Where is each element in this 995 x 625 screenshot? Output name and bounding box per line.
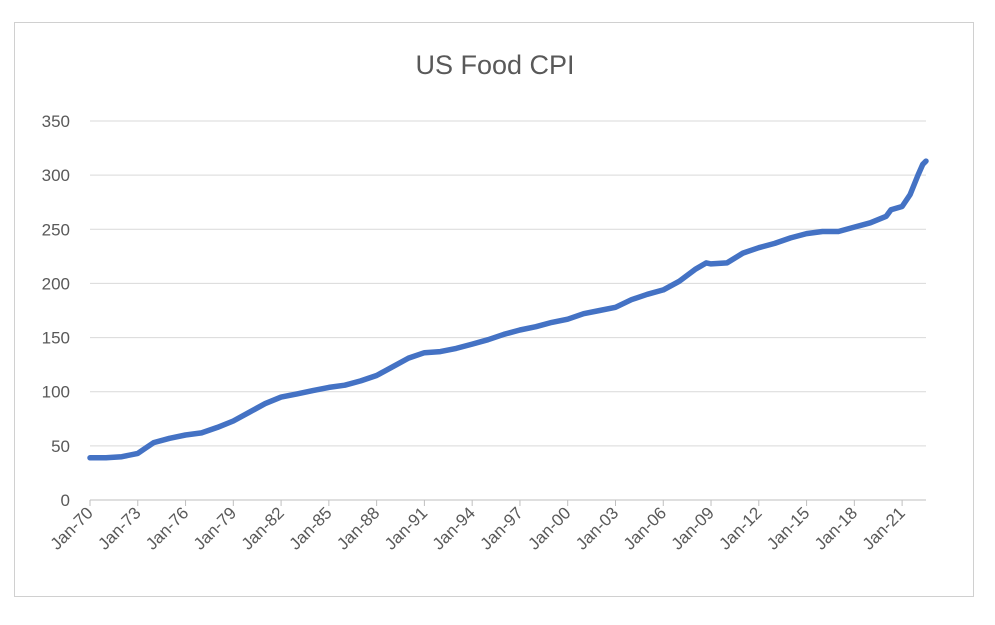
- y-tick-label: 200: [42, 274, 70, 293]
- series-layer: [87, 158, 929, 461]
- x-tick-label: Jan-12: [715, 503, 765, 553]
- x-tick-label: Jan-97: [477, 503, 527, 553]
- y-tick-label: 300: [42, 166, 70, 185]
- x-tick-label: Jan-91: [381, 503, 431, 553]
- x-tick-label: Jan-00: [524, 503, 574, 553]
- x-tick-label: Jan-15: [763, 503, 813, 553]
- x-tick-label: Jan-06: [620, 503, 670, 553]
- x-tick-label: Jan-85: [285, 503, 335, 553]
- x-tick-label: Jan-21: [859, 503, 909, 553]
- y-tick-label: 50: [51, 437, 70, 456]
- x-tick-label: Jan-70: [47, 503, 97, 553]
- x-tick-label: Jan-88: [333, 503, 383, 553]
- x-tick-label: Jan-18: [811, 503, 861, 553]
- x-tick-label: Jan-03: [572, 503, 622, 553]
- x-tick-label: Jan-82: [238, 503, 288, 553]
- y-tick-label: 250: [42, 220, 70, 239]
- chart-frame: [14, 22, 974, 597]
- x-axis: Jan-70Jan-73Jan-76Jan-79Jan-82Jan-85Jan-…: [47, 500, 909, 554]
- x-tick-label: Jan-09: [668, 503, 718, 553]
- gridlines: [90, 120, 926, 501]
- series-line: [87, 158, 929, 461]
- x-tick-label: Jan-79: [190, 503, 240, 553]
- y-tick-label: 100: [42, 383, 70, 402]
- x-tick-label: Jan-73: [94, 503, 144, 553]
- y-tick-label: 350: [42, 112, 70, 131]
- x-tick-label: Jan-76: [142, 503, 192, 553]
- y-axis-labels: 0 50 100 150 200 250 300 350: [42, 112, 70, 510]
- y-tick-label: 0: [61, 491, 70, 510]
- y-tick-label: 150: [42, 329, 70, 348]
- x-tick-label: Jan-94: [429, 503, 479, 553]
- chart-title: US Food CPI: [415, 50, 575, 80]
